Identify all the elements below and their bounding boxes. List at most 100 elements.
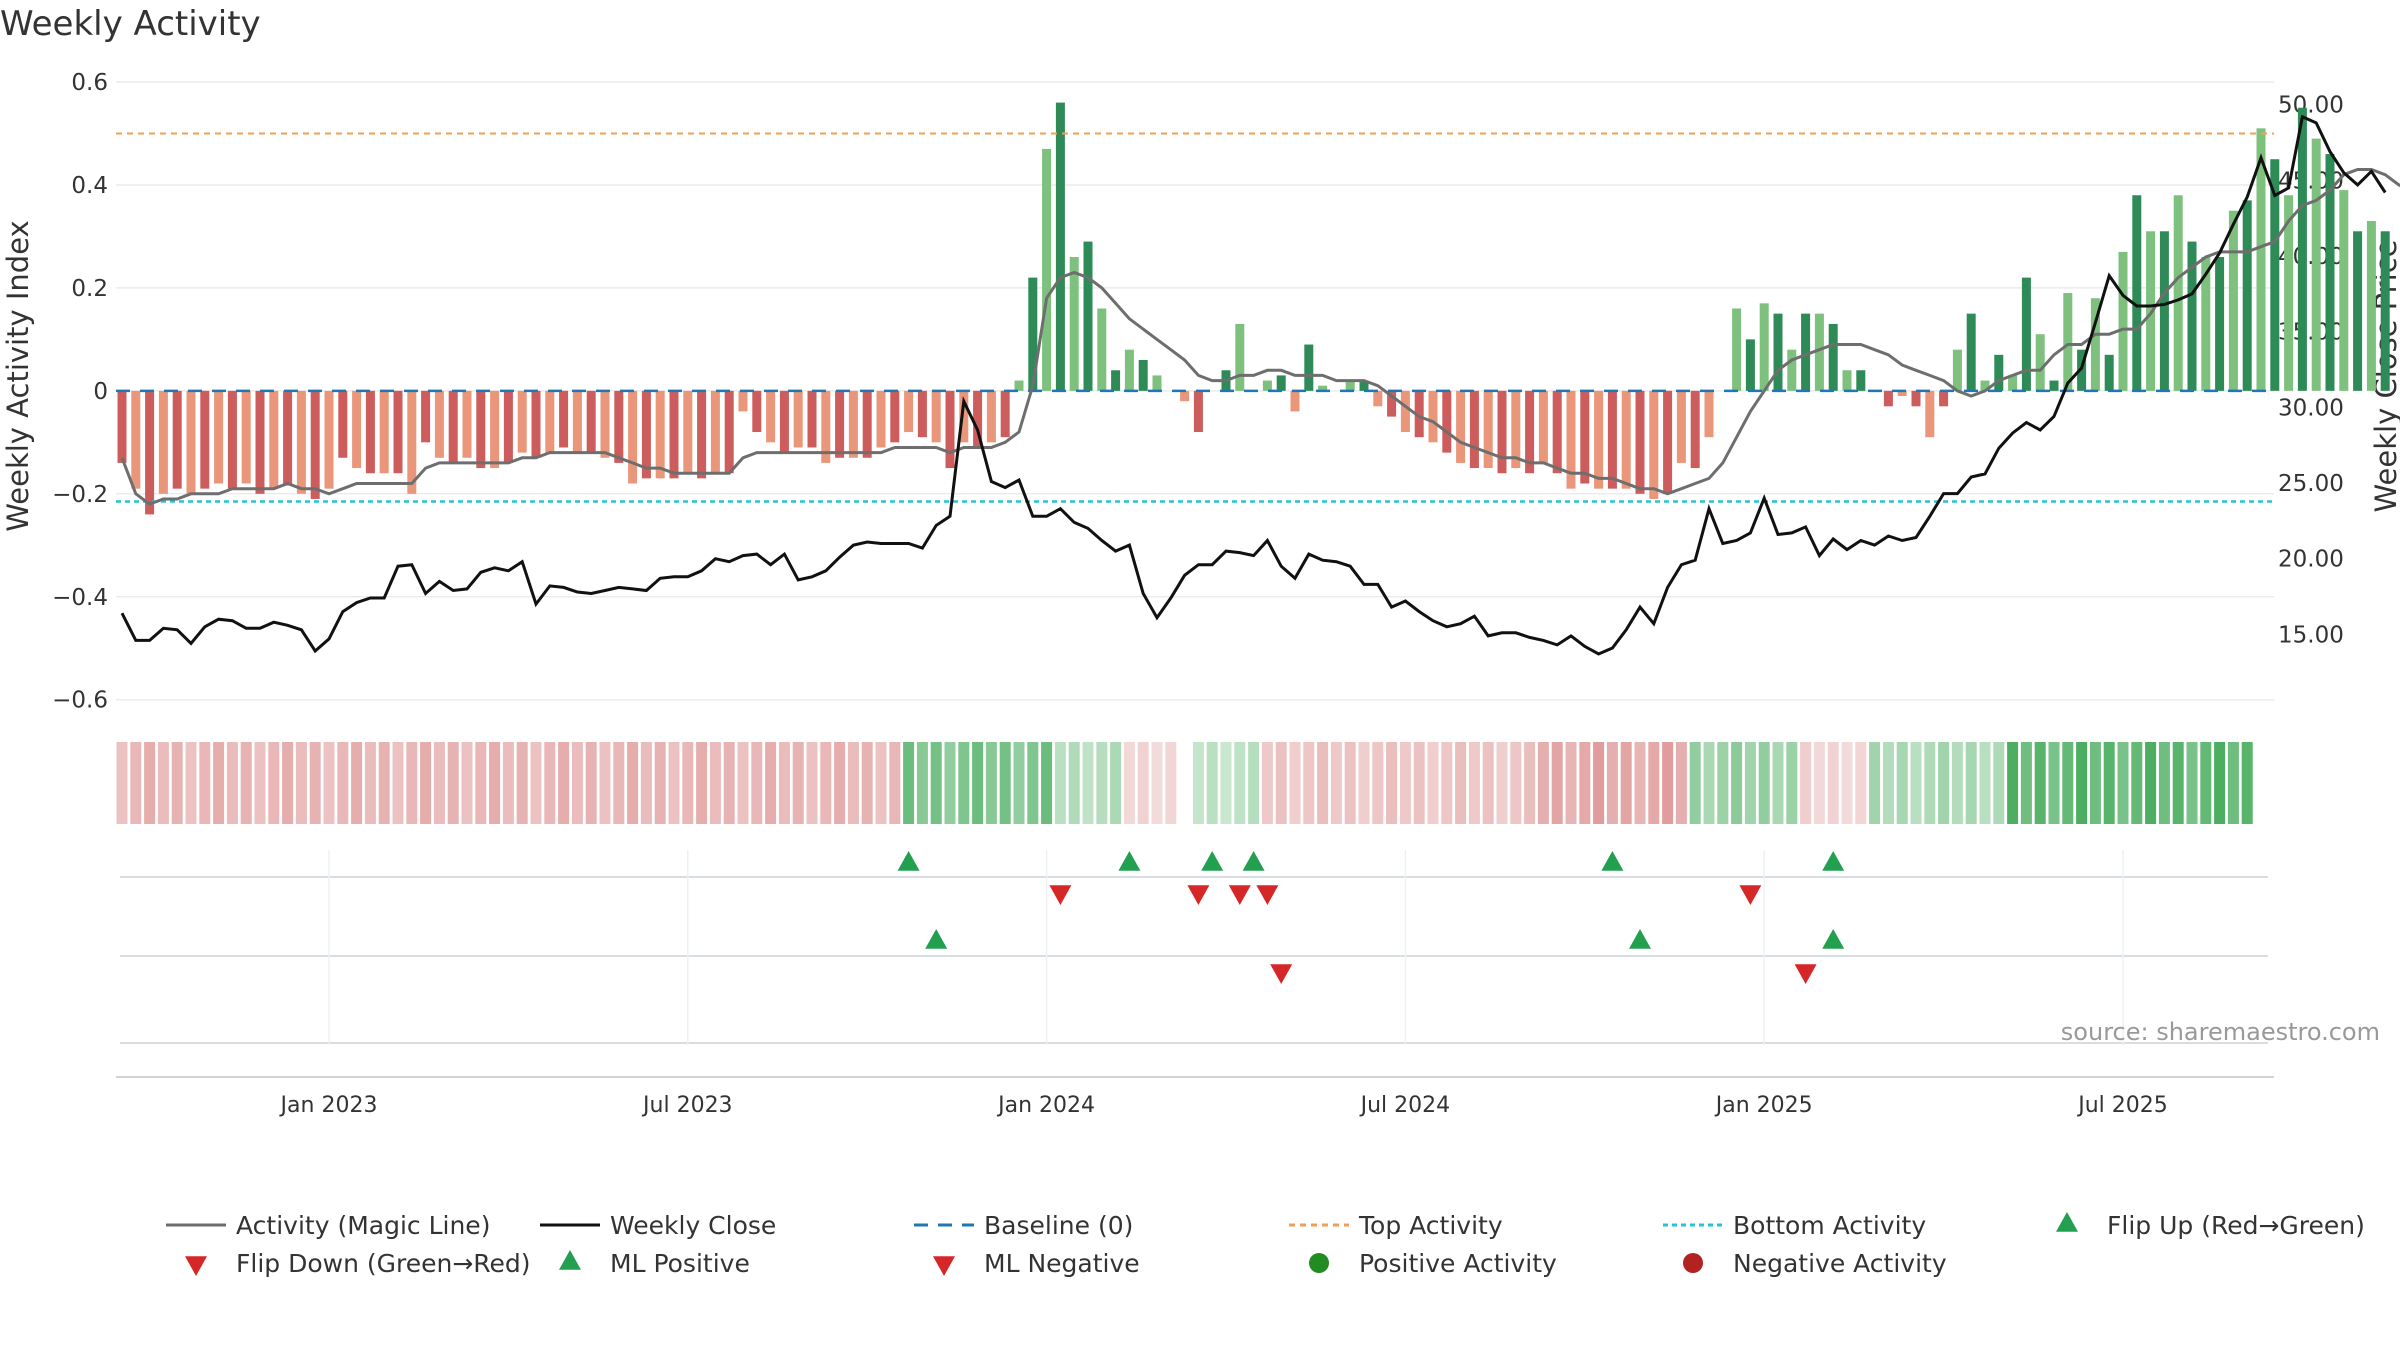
activity-strip-cell bbox=[2103, 742, 2115, 824]
activity-bar bbox=[807, 390, 817, 448]
activity-bar bbox=[1801, 313, 1811, 391]
activity-strip-cell bbox=[613, 742, 625, 824]
activity-strip-cell bbox=[1896, 742, 1908, 824]
legend-label: Positive Activity bbox=[1359, 1249, 1557, 1278]
activity-bar bbox=[1925, 390, 1935, 438]
activity-bar bbox=[1152, 375, 1162, 391]
activity-bar bbox=[973, 390, 983, 448]
activity-strip-cell bbox=[2145, 742, 2157, 824]
activity-bar bbox=[2311, 138, 2321, 391]
activity-bar bbox=[1511, 390, 1521, 469]
activity-bar bbox=[1690, 390, 1700, 469]
activity-bar bbox=[1014, 380, 1024, 391]
activity-bar bbox=[517, 390, 527, 453]
activity-strip-cell bbox=[213, 742, 225, 824]
activity-strip-cell bbox=[1813, 742, 1825, 824]
activity-strip-cell bbox=[1855, 742, 1867, 824]
activity-strip-cell bbox=[1786, 742, 1798, 824]
activity-strip-cell bbox=[1261, 742, 1273, 824]
activity-strip-cell bbox=[130, 742, 142, 824]
activity-strip-cell bbox=[1330, 742, 1342, 824]
activity-bar bbox=[1290, 390, 1300, 412]
activity-strip-cell bbox=[1013, 742, 1025, 824]
activity-bar bbox=[2077, 349, 2087, 391]
activity-strip-cell bbox=[2089, 742, 2101, 824]
ml-positive-marker bbox=[925, 929, 948, 949]
activity-bar bbox=[2256, 128, 2266, 391]
activity-strip-cell bbox=[1634, 742, 1646, 824]
legend-label: Weekly Close bbox=[610, 1211, 776, 1240]
activity-strip-cell bbox=[792, 742, 804, 824]
activity-bar bbox=[2104, 354, 2114, 391]
activity-strip-cell bbox=[1758, 742, 1770, 824]
flip-down-marker bbox=[1228, 885, 1251, 905]
activity-bar bbox=[559, 390, 569, 448]
activity-strip-cell bbox=[2076, 742, 2088, 824]
activity-strip-cell bbox=[2117, 742, 2129, 824]
activity-strip-cell bbox=[1482, 742, 1494, 824]
activity-strip-cell bbox=[502, 742, 514, 824]
activity-bar bbox=[1428, 390, 1438, 443]
activity-strip-cell bbox=[1468, 742, 1480, 824]
activity-strip-cell bbox=[1648, 742, 1660, 824]
activity-strip-cell bbox=[834, 742, 846, 824]
activity-bar bbox=[669, 390, 679, 479]
activity-bar bbox=[1414, 390, 1424, 438]
activity-strip-cell bbox=[2034, 742, 2046, 824]
activity-strip-cell bbox=[1206, 742, 1218, 824]
activity-bar bbox=[697, 390, 707, 479]
activity-bar bbox=[738, 390, 748, 412]
activity-strip-cell bbox=[1717, 742, 1729, 824]
activity-bar bbox=[959, 390, 969, 443]
activity-strip-cell bbox=[1662, 742, 1674, 824]
legend-label: Flip Down (Green→Red) bbox=[236, 1249, 531, 1278]
activity-bar bbox=[1345, 380, 1355, 391]
activity-bar bbox=[862, 390, 872, 458]
activity-strip-cell bbox=[1248, 742, 1260, 824]
activity-strip-cell bbox=[765, 742, 777, 824]
activity-strip-cell bbox=[323, 742, 335, 824]
activity-bar bbox=[2187, 241, 2197, 391]
activity-strip-cell bbox=[1731, 742, 1743, 824]
magic-line-series bbox=[120, 168, 2400, 506]
activity-strip-cell bbox=[1675, 742, 1687, 824]
activity-bar bbox=[1042, 148, 1052, 391]
activity-strip-cell bbox=[447, 742, 459, 824]
flip-up-marker bbox=[1118, 851, 1141, 871]
activity-bar bbox=[283, 390, 293, 484]
activity-strip-cell bbox=[1579, 742, 1591, 824]
activity-bar bbox=[1814, 313, 1824, 391]
activity-strip-cell bbox=[916, 742, 928, 824]
activity-strip-cell bbox=[1123, 742, 1135, 824]
activity-bar bbox=[1856, 370, 1866, 391]
legend-label: Activity (Magic Line) bbox=[236, 1211, 490, 1240]
legend-swatch bbox=[1683, 1253, 1703, 1273]
activity-strip-cell bbox=[2200, 742, 2212, 824]
activity-strip-cell bbox=[1317, 742, 1329, 824]
legend-label: Baseline (0) bbox=[984, 1211, 1133, 1240]
activity-strip-cell bbox=[1455, 742, 1467, 824]
activity-bar bbox=[269, 390, 279, 489]
activity-strip-cell bbox=[2062, 742, 2074, 824]
activity-strip-cell bbox=[571, 742, 583, 824]
ml-positive-marker bbox=[1822, 929, 1845, 949]
flip-down-marker bbox=[1187, 885, 1210, 905]
flip-up-marker bbox=[1242, 851, 1265, 871]
activity-bar bbox=[1124, 349, 1134, 391]
activity-bar bbox=[1442, 390, 1452, 453]
activity-strip-cell bbox=[295, 742, 307, 824]
activity-strip-cell bbox=[737, 742, 749, 824]
activity-strip-cell bbox=[1110, 742, 1122, 824]
activity-strip-cell bbox=[723, 742, 735, 824]
activity-bar bbox=[462, 390, 472, 458]
activity-bar bbox=[779, 390, 789, 453]
y-left-tick-label: −0.2 bbox=[52, 482, 108, 508]
ml-negative-marker bbox=[1270, 964, 1293, 984]
activity-strip-cell bbox=[254, 742, 266, 824]
activity-strip-cell bbox=[1689, 742, 1701, 824]
activity-bar bbox=[2215, 257, 2225, 391]
activity-strip-cell bbox=[1965, 742, 1977, 824]
activity-strip-cell bbox=[654, 742, 666, 824]
activity-strip-cell bbox=[1993, 742, 2005, 824]
activity-strip-cell bbox=[1620, 742, 1632, 824]
